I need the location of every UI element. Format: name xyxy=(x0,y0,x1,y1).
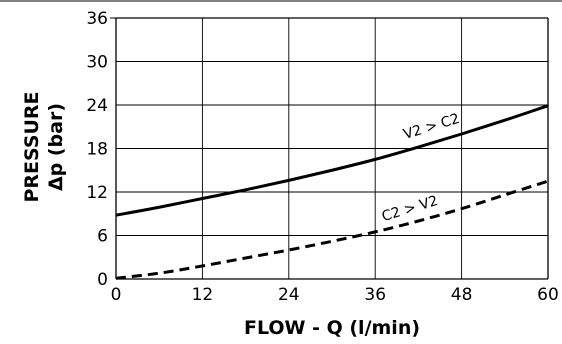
y-axis-title-line-2: Δp (bar) xyxy=(45,103,67,191)
grid xyxy=(0,1,562,279)
series-line-v2-c2 xyxy=(116,106,548,215)
x-tick-label: 24 xyxy=(278,285,300,305)
y-tick-label: 24 xyxy=(86,96,108,116)
y-tick-label: 0 xyxy=(97,270,108,290)
tick-labels: 0 12 24 36 48 60 0 6 12 18 24 30 36 xyxy=(86,9,558,305)
y-axis-title-line-1: PRESSURE xyxy=(21,91,43,202)
x-tick-label: 48 xyxy=(451,285,473,305)
y-tick-label: 18 xyxy=(86,140,108,160)
x-tick-label: 36 xyxy=(364,285,386,305)
series-label-c2-v2: C2 > V2 xyxy=(380,193,440,225)
y-axis-title: PRESSURE Δp (bar) xyxy=(21,91,67,202)
x-tick-label: 60 xyxy=(537,285,559,305)
y-tick-label: 6 xyxy=(97,227,108,247)
x-tick-label: 12 xyxy=(192,285,214,305)
y-tick-label: 12 xyxy=(86,183,108,203)
x-axis-title: FLOW - Q (l/min) xyxy=(244,317,420,339)
y-tick-label: 30 xyxy=(86,53,108,73)
series-line-c2-v2 xyxy=(116,181,548,278)
x-tick-label: 0 xyxy=(111,285,122,305)
y-tick-label: 36 xyxy=(86,9,108,29)
